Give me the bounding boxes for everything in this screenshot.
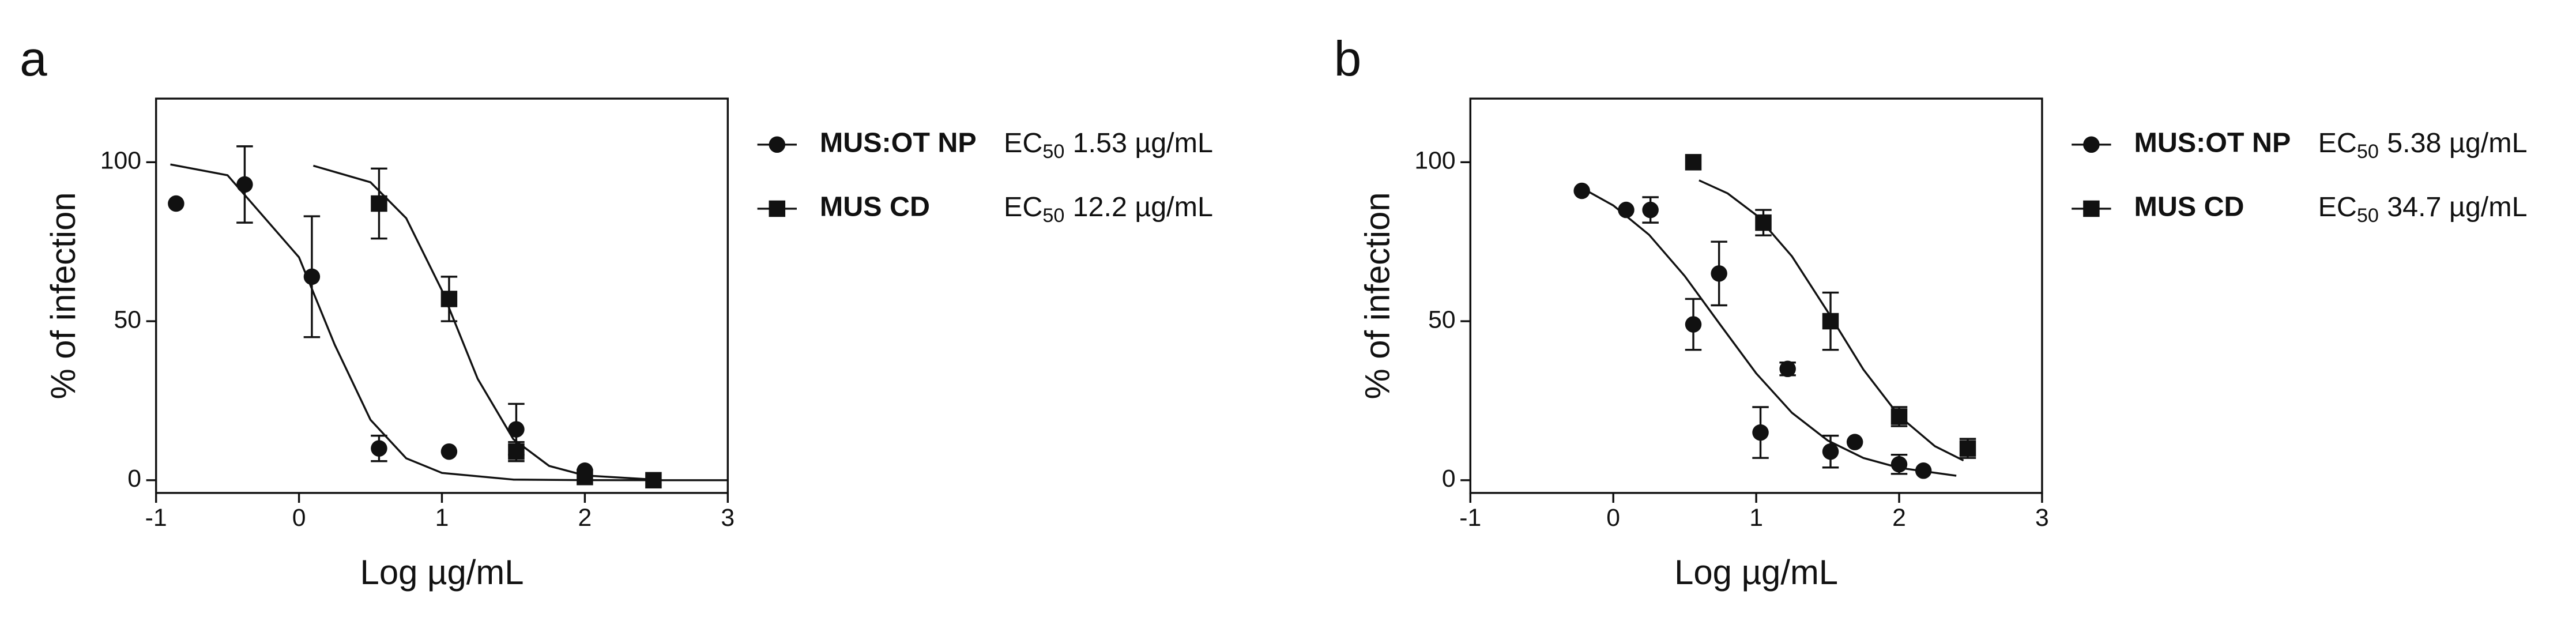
marker <box>168 195 184 212</box>
x-tick-label: 0 <box>1606 504 1620 532</box>
marker <box>303 268 321 285</box>
legend-marker <box>769 200 786 217</box>
x-tick-label: -1 <box>1459 504 1481 532</box>
legend-marker <box>769 136 786 153</box>
fit-curve <box>1584 189 1957 477</box>
marker <box>1915 462 1932 479</box>
panel-label: a <box>20 32 47 86</box>
marker <box>371 195 387 212</box>
fit-curve <box>312 164 657 481</box>
y-axis-label: % of infection <box>1358 192 1396 399</box>
x-tick-label: 0 <box>292 504 306 532</box>
ec-value: 1.53 µg/mL <box>1073 127 1213 159</box>
marker <box>1779 360 1796 378</box>
marker <box>508 443 525 460</box>
y-tick-label: 100 <box>1414 147 1455 175</box>
marker <box>1685 316 1702 333</box>
x-axis-label: Log µg/mL <box>360 553 524 592</box>
marker <box>1822 313 1839 330</box>
x-tick-label: -1 <box>145 504 167 532</box>
legend-label: MUS:OT NP <box>2134 127 2291 159</box>
legend-ec50: EC50 34.7 µg/mL <box>2318 191 2528 227</box>
legend-label: MUS CD <box>820 191 930 223</box>
marker <box>1573 182 1590 200</box>
x-tick-label: 2 <box>1892 504 1906 532</box>
ec-sub: 50 <box>1042 141 1064 163</box>
marker <box>508 421 525 438</box>
marker <box>236 176 253 193</box>
x-tick-label: 1 <box>435 504 449 532</box>
marker <box>1711 265 1727 282</box>
x-axis-label: Log µg/mL <box>1674 553 1838 592</box>
legend-label: MUS CD <box>2134 191 2244 223</box>
marker <box>1822 443 1839 460</box>
marker <box>1890 408 1908 425</box>
y-tick-label: 0 <box>1442 465 1456 492</box>
panel-label: b <box>1334 32 1362 86</box>
marker <box>1755 214 1772 231</box>
marker <box>440 443 458 460</box>
legend-label: MUS:OT NP <box>820 127 977 159</box>
marker <box>1685 154 1702 171</box>
marker <box>577 469 593 486</box>
ec-value: 5.38 µg/mL <box>2387 127 2527 159</box>
x-tick-label: 1 <box>1749 504 1763 532</box>
legend-marker <box>2083 200 2100 217</box>
marker <box>440 291 458 307</box>
ec-prefix: EC <box>2318 127 2357 159</box>
ec-prefix: EC <box>2318 191 2357 223</box>
ec-value: 12.2 µg/mL <box>1073 191 1213 223</box>
ec-prefix: EC <box>1004 191 1042 223</box>
y-tick-label: 50 <box>1428 306 1456 333</box>
marker <box>371 440 387 457</box>
x-tick-label: 3 <box>2035 504 2049 532</box>
ec-sub: 50 <box>2357 141 2379 163</box>
y-axis-label: % of infection <box>44 192 82 399</box>
legend-ec50: EC50 12.2 µg/mL <box>1004 191 1213 227</box>
marker <box>645 472 662 489</box>
x-tick-label: 3 <box>721 504 735 532</box>
marker <box>1618 201 1635 219</box>
ec-sub: 50 <box>2357 205 2379 227</box>
x-tick-label: 2 <box>578 504 592 532</box>
legend-ec50: EC50 5.38 µg/mL <box>2318 127 2528 163</box>
fit-curve <box>170 163 728 481</box>
fit-curve <box>1698 179 1964 462</box>
legend-marker <box>2083 136 2100 153</box>
ec-prefix: EC <box>1004 127 1042 159</box>
y-tick-label: 0 <box>127 465 141 492</box>
marker <box>1890 456 1908 473</box>
y-tick-label: 100 <box>100 147 141 175</box>
ec-value: 34.7 µg/mL <box>2387 191 2527 223</box>
marker <box>1752 424 1769 441</box>
marker <box>1959 440 1976 457</box>
marker <box>1846 434 1863 450</box>
marker <box>1642 201 1659 219</box>
legend-ec50: EC50 1.53 µg/mL <box>1004 127 1213 163</box>
y-tick-label: 50 <box>114 306 142 333</box>
ec-sub: 50 <box>1042 205 1064 227</box>
